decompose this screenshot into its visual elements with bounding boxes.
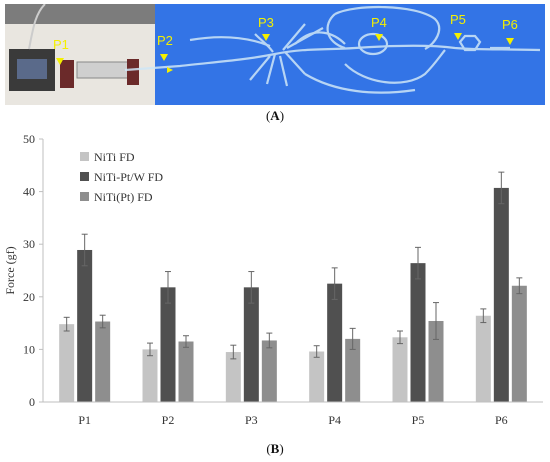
sensor-clamp <box>17 59 47 79</box>
panel-a-caption: (A) <box>265 108 285 123</box>
cable <box>28 4 46 50</box>
y-tick-label: 40 <box>23 185 35 199</box>
x-tick-label: P3 <box>245 413 258 427</box>
bar <box>243 287 259 402</box>
bar <box>428 320 444 402</box>
x-tick-label: P1 <box>78 413 91 427</box>
blue-highlight <box>155 4 545 105</box>
bar <box>345 338 361 402</box>
bar <box>178 341 194 402</box>
holder-block-2 <box>127 59 139 85</box>
legend: NiTi FD NiTi-Pt/W FD NiTi(Pt) FD <box>80 150 163 204</box>
position-label-p3: P3 <box>258 15 274 30</box>
x-tick-label: P5 <box>412 413 425 427</box>
bar <box>392 337 408 402</box>
legend-swatch <box>80 172 89 181</box>
legend-label: NiTi FD <box>94 150 135 164</box>
x-tick-label: P6 <box>495 413 508 427</box>
bar <box>77 249 93 402</box>
bar <box>493 187 509 402</box>
legend-swatch <box>80 152 89 161</box>
bar <box>410 263 426 402</box>
bar <box>160 287 176 402</box>
panel-b-caption: (B) <box>266 441 284 456</box>
bar <box>261 340 277 402</box>
vessel-model <box>124 5 541 94</box>
position-label-p6: P6 <box>502 17 518 32</box>
bar <box>511 285 527 402</box>
y-tick-label: 10 <box>23 342 35 356</box>
bar <box>309 351 325 402</box>
legend-label: NiTi(Pt) FD <box>94 190 153 204</box>
bar-series-group <box>59 171 527 402</box>
x-tick-label: P4 <box>328 413 341 427</box>
legend-swatch <box>80 192 89 201</box>
marker-p3 <box>262 34 270 41</box>
position-markers <box>56 33 514 73</box>
position-label-p2: P2 <box>157 33 173 48</box>
y-axis: 0 10 20 30 40 50 <box>23 132 44 409</box>
x-tick-label: P2 <box>162 413 175 427</box>
bar <box>327 283 343 402</box>
blue-background <box>155 4 545 105</box>
panel-a-letter: A <box>270 108 280 123</box>
y-tick-label: 50 <box>23 132 35 146</box>
photo-canvas: P1 P2 P3 P4 P5 P6 <box>5 4 545 105</box>
bar <box>95 321 111 402</box>
y-tick-label: 20 <box>23 290 35 304</box>
marker-p5 <box>454 33 462 40</box>
legend-label: NiTi-Pt/W FD <box>94 170 163 184</box>
bar <box>142 349 158 402</box>
panel-b-letter: B <box>270 441 280 456</box>
position-label-p1: P1 <box>53 37 69 52</box>
marker-p4 <box>375 34 383 41</box>
y-tick-label: 30 <box>23 237 35 251</box>
holder-block <box>60 60 74 88</box>
marker-p6 <box>506 38 514 45</box>
x-axis: P1 P2 P3 P4 P5 P6 <box>43 401 543 427</box>
force-bar-chart: 0 10 20 30 40 50 P1 P2 P3 P4 P5 P6 NiTi FD NiTi-Pt/… <box>3 132 543 427</box>
bar <box>475 315 491 402</box>
position-label-p5: P5 <box>450 12 466 27</box>
bar <box>59 324 75 402</box>
y-tick-label: 0 <box>29 395 35 409</box>
experiment-photo: P1 P2 P3 P4 P5 P6 <box>5 4 545 105</box>
marker-p1 <box>56 58 64 65</box>
direction-arrow <box>167 67 173 73</box>
y-axis-label: Force (gf) <box>3 246 17 294</box>
position-label-p4: P4 <box>371 15 387 30</box>
marker-p2 <box>160 54 168 61</box>
bar <box>225 352 241 402</box>
